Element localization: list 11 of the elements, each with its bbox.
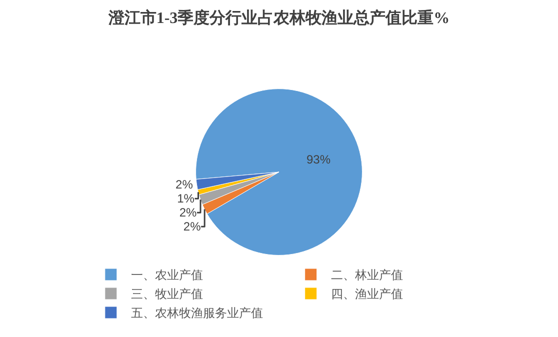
legend-label: 一、农业产值 xyxy=(130,268,203,282)
data-label: 2% xyxy=(183,220,202,234)
chart-title: 澄江市1-3季度分行业占农林牧渔业总产值比重% xyxy=(107,8,450,27)
data-label: 93% xyxy=(306,152,331,166)
legend-label: 三、牧业产值 xyxy=(130,287,203,302)
legend-label: 四、渔业产值 xyxy=(330,287,403,302)
data-label: 2% xyxy=(179,206,197,220)
data-label: 1% xyxy=(177,192,195,206)
data-label: 2% xyxy=(176,178,194,192)
legend-label: 五、农林牧渔服务业产值 xyxy=(130,306,263,320)
legend-label: 二、林业产值 xyxy=(330,268,403,282)
